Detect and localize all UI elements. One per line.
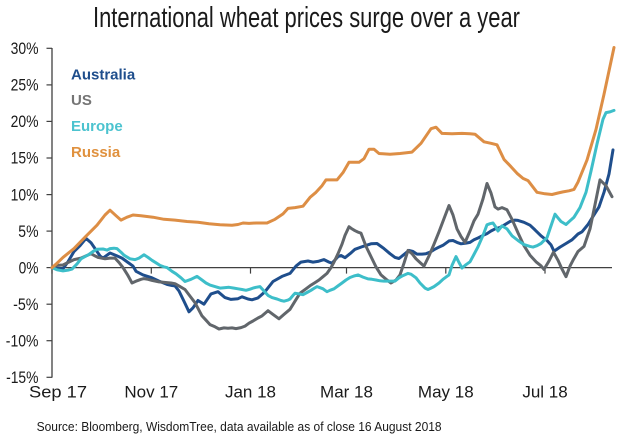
svg-text:May 18: May 18 <box>418 383 474 402</box>
svg-text:15%: 15% <box>11 149 39 168</box>
svg-text:Australia: Australia <box>71 67 136 84</box>
svg-text:Mar 18: Mar 18 <box>320 383 373 402</box>
svg-text:20%: 20% <box>11 112 39 131</box>
svg-text:Europe: Europe <box>71 118 123 135</box>
svg-text:Source: Bloomberg, WisdomTree,: Source: Bloomberg, WisdomTree, data avai… <box>37 419 442 434</box>
svg-text:-15%: -15% <box>6 368 38 387</box>
svg-text:US: US <box>71 92 92 109</box>
svg-text:Russia: Russia <box>71 144 121 161</box>
svg-text:Jan 18: Jan 18 <box>225 383 276 402</box>
svg-text:5%: 5% <box>18 222 38 241</box>
svg-text:Jul 18: Jul 18 <box>522 383 567 402</box>
svg-text:0%: 0% <box>19 258 39 277</box>
svg-text:10%: 10% <box>11 185 39 204</box>
svg-text:Nov 17: Nov 17 <box>124 383 178 402</box>
svg-text:30%: 30% <box>11 39 39 58</box>
svg-text:-5%: -5% <box>13 295 38 314</box>
svg-text:-10%: -10% <box>6 331 39 350</box>
svg-text:25%: 25% <box>11 76 39 95</box>
svg-text:Sep 17: Sep 17 <box>29 383 87 402</box>
svg-text:International wheat prices sur: International wheat prices surge over a … <box>93 2 520 34</box>
